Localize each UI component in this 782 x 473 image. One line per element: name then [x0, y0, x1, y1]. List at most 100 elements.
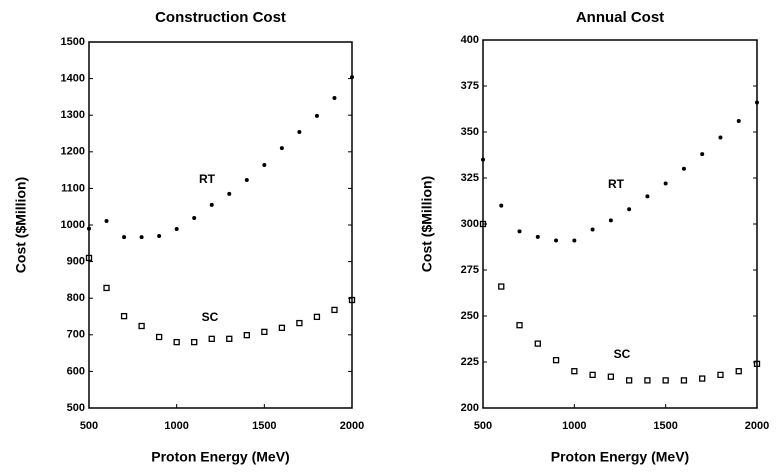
point — [297, 130, 302, 135]
x-tick-label: 1500 — [252, 420, 276, 432]
y-tick-label: 400 — [461, 34, 479, 46]
point — [735, 368, 742, 375]
x-tick-label: 2000 — [340, 420, 364, 432]
point — [279, 146, 284, 151]
plot-frame — [88, 41, 353, 409]
y-tick-label: 500 — [67, 402, 85, 414]
x-tick-label: 500 — [474, 420, 492, 432]
point — [155, 333, 163, 341]
y-axis-label: Cost ($Million) — [419, 176, 435, 272]
y-tick-label: 1000 — [61, 219, 85, 231]
point — [104, 218, 109, 223]
x-tick-label: 2000 — [745, 420, 769, 432]
point — [571, 368, 578, 375]
point — [517, 229, 522, 234]
point — [699, 375, 706, 382]
y-tick-label: 275 — [461, 264, 479, 276]
point — [755, 100, 759, 105]
point — [645, 194, 650, 199]
point — [479, 220, 487, 228]
point — [718, 135, 723, 140]
point — [350, 75, 354, 80]
y-tick-label: 300 — [461, 218, 479, 230]
y-tick-label: 900 — [67, 256, 85, 268]
point — [87, 226, 91, 231]
y-tick-label: 1400 — [61, 73, 85, 85]
point — [481, 157, 485, 162]
point — [627, 207, 632, 212]
point — [85, 254, 93, 262]
point — [192, 216, 197, 221]
y-tick-label: 1500 — [61, 36, 85, 48]
x-tick-label: 1000 — [562, 420, 586, 432]
point — [139, 235, 144, 240]
y-tick-label: 700 — [67, 329, 85, 341]
point — [736, 118, 741, 123]
point — [120, 312, 128, 320]
point — [552, 357, 560, 364]
point — [332, 95, 337, 100]
point — [516, 322, 523, 329]
point — [499, 203, 504, 208]
point — [331, 306, 338, 314]
point — [607, 373, 615, 380]
point — [680, 377, 688, 384]
point — [261, 328, 268, 336]
point — [313, 313, 321, 321]
y-tick-label: 350 — [461, 126, 479, 138]
point — [244, 177, 249, 182]
point — [589, 371, 596, 379]
x-tick-label: 1000 — [164, 420, 188, 432]
point — [700, 152, 705, 157]
point — [209, 202, 214, 207]
point — [534, 340, 541, 347]
point — [157, 233, 162, 238]
point — [498, 283, 505, 290]
y-tick-label: 1200 — [61, 146, 85, 158]
x-axis-label: Proton Energy (MeV) — [151, 449, 289, 465]
point — [278, 324, 286, 331]
point — [535, 234, 540, 239]
point — [173, 338, 180, 346]
y-tick-label: 375 — [461, 80, 479, 92]
point — [262, 162, 267, 167]
series-label: SC — [202, 310, 219, 324]
point — [208, 335, 215, 342]
point — [348, 296, 356, 304]
x-axis-label: Proton Energy (MeV) — [551, 449, 689, 465]
point — [625, 377, 633, 384]
y-tick-label: 1100 — [61, 182, 85, 194]
point — [296, 319, 303, 327]
point — [174, 227, 179, 232]
point — [590, 227, 595, 232]
x-tick-label: 500 — [80, 420, 98, 432]
series-label: RT — [608, 177, 625, 191]
point — [226, 335, 233, 342]
series-label: RT — [199, 172, 216, 186]
point — [138, 322, 145, 330]
point — [608, 218, 613, 223]
series-label: SC — [614, 347, 631, 361]
point — [227, 191, 232, 196]
y-axis-label: Cost ($Million) — [13, 177, 29, 273]
x-tick-label: 1500 — [653, 420, 677, 432]
y-tick-label: 250 — [461, 310, 479, 322]
point — [644, 377, 651, 384]
point — [103, 284, 110, 292]
y-tick-label: 800 — [67, 292, 85, 304]
y-tick-label: 200 — [461, 402, 479, 414]
point — [122, 235, 127, 240]
point — [572, 238, 577, 243]
y-tick-label: 1300 — [61, 109, 85, 121]
point — [191, 338, 198, 346]
chart-title: Annual Cost — [576, 9, 664, 26]
point — [314, 113, 319, 118]
y-tick-label: 225 — [461, 356, 479, 368]
chart-title: Construction Cost — [155, 9, 286, 26]
point — [243, 332, 250, 339]
point — [554, 238, 559, 243]
point — [753, 360, 761, 367]
point — [662, 377, 669, 384]
y-tick-label: 600 — [67, 365, 85, 377]
